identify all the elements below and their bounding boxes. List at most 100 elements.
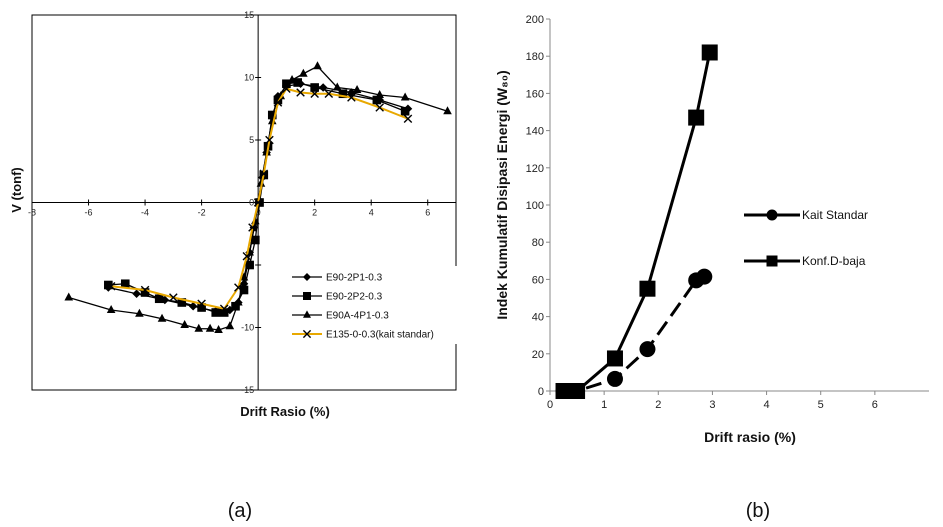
chart-b-series-line: [563, 52, 712, 393]
chart-a-point: [169, 293, 178, 302]
chart-a-point: [313, 61, 322, 70]
chart-a-series: [64, 61, 452, 334]
chart-a-x-tick-label: 4: [369, 208, 374, 218]
chart-a-point: [347, 93, 356, 102]
chart-b-y-tick-label: 120: [526, 163, 544, 175]
chart-a-point: [194, 323, 204, 332]
panel-b-label: (b): [746, 500, 770, 522]
chart-a-point: [188, 301, 198, 311]
chart-a-point: [245, 260, 254, 270]
chart-b-y-tick-label: 60: [532, 274, 544, 286]
chart-a-point: [120, 279, 130, 289]
chart-b-y-tick-label: 80: [532, 237, 544, 249]
chart-a-point: [197, 303, 206, 312]
chart-b-x-tick-label: 4: [764, 399, 770, 411]
chart-b-x-tick-label: 2: [655, 399, 661, 411]
chart-a-legend-label: E90-2P1-0.3: [326, 273, 383, 284]
chart-a-y-tick-label: 0: [249, 198, 254, 208]
chart-b-point: [555, 383, 572, 399]
chart-a-point: [372, 95, 382, 105]
chart-a-y-tick-label: 15: [244, 10, 254, 20]
chart-a-point: [211, 308, 221, 317]
chart-b-point: [606, 370, 623, 387]
chart-b-y-tick-label: 100: [526, 200, 544, 212]
chart-a-point: [332, 82, 342, 91]
chart-a-point: [273, 98, 283, 107]
chart-a-x-tick-label: -4: [141, 208, 149, 218]
chart-b-point: [639, 341, 656, 358]
chart-b-y-tick-label: 40: [532, 312, 544, 324]
chart-b-y-tick-label: 0: [538, 386, 544, 398]
chart-b-point: [696, 268, 713, 285]
chart-a-point: [267, 110, 277, 120]
chart-b-series: [555, 268, 713, 399]
chart-a-point: [256, 178, 266, 187]
chart-a-point: [180, 320, 189, 329]
panel-a-label: (a): [228, 500, 252, 522]
chart-a-x-tick-label: 6: [425, 208, 430, 218]
chart-a-point: [400, 106, 410, 116]
chart-a-point: [219, 304, 229, 314]
chart-b-legend: Kait Standar Konf.D-baja: [744, 208, 868, 268]
chart-a-point: [282, 84, 291, 94]
chart-a-point: [403, 114, 413, 124]
chart-b-y-tick-label: 140: [526, 126, 544, 138]
chart-a-x-label: Drift Rasio (%): [240, 404, 330, 419]
chart-a-x-tick-label: 2: [312, 208, 317, 218]
chart-a-legend-label: E135-0-0.3(kait standar): [326, 330, 434, 341]
chart-a-x-tick-label: -2: [198, 208, 206, 218]
chart-a-point: [214, 325, 223, 334]
chart-a-point: [276, 91, 286, 100]
chart-a-y-tick-label: -10: [241, 323, 254, 333]
chart-a-point: [352, 85, 362, 94]
chart-a-point: [231, 301, 240, 311]
chart-a-point: [104, 280, 113, 290]
chart-a-point: [239, 272, 249, 281]
chart-b-series-line: [563, 275, 705, 393]
chart-a-point: [64, 292, 74, 301]
chart-a-point: [375, 90, 384, 99]
chart-a-point: [299, 68, 308, 77]
chart-a-point: [375, 103, 384, 112]
chart-a-legend-marker: [302, 329, 312, 339]
chart-a-point: [219, 308, 229, 317]
chart-b-y-tick-label: 160: [526, 88, 544, 100]
chart-b-y-tick-label: 180: [526, 51, 544, 63]
chart-b-legend-marker: [766, 255, 778, 267]
chart-b-y-tick-label: 200: [526, 14, 544, 26]
chart-a-point: [282, 79, 291, 89]
chart-a-x-tick-label: -8: [28, 208, 36, 218]
chart-b-x-tick-label: 6: [872, 399, 878, 411]
chart-a-point: [242, 251, 252, 261]
chart-a-point: [234, 283, 243, 292]
chart-b-legend-marker: [766, 209, 778, 221]
chart-a-point: [248, 223, 257, 232]
chart-a-point: [106, 281, 116, 291]
chart-b-x-tick-label: 0: [547, 399, 553, 411]
chart-b-x-label: Drift rasio (%): [704, 429, 796, 445]
chart-a-point: [132, 289, 141, 299]
chart-a-point: [177, 298, 187, 307]
chart-a-legend-label: E90A-4P1-0.3: [326, 311, 389, 322]
chart-a-point: [310, 83, 319, 92]
chart-b-x-tick-label: 5: [818, 399, 824, 411]
chart-a-point: [225, 321, 235, 330]
chart-a-legend: E90-2P1-0.3 E90-2P2-0.3 E90A-4P1-0.3 E135-0…: [290, 266, 458, 344]
chart-a-point: [140, 285, 150, 295]
chart-a-point: [310, 89, 319, 99]
chart-a-point: [106, 305, 116, 314]
chart-a-x-tick-label: -6: [85, 208, 93, 218]
chart-a-point: [239, 285, 249, 295]
chart-a-y-label: V (tonf): [9, 167, 24, 212]
chart-a-point: [135, 308, 144, 317]
chart-a-legend-label: E90-2P2-0.3: [326, 292, 383, 303]
chart-b-point: [569, 383, 586, 399]
chart-b-series: [555, 44, 718, 399]
chart-a-point: [324, 89, 334, 99]
chart-a-point: [197, 299, 206, 309]
chart-b-x-tick-label: 1: [601, 399, 607, 411]
chart-a-point: [400, 92, 410, 101]
chart-a-series: [106, 84, 413, 314]
